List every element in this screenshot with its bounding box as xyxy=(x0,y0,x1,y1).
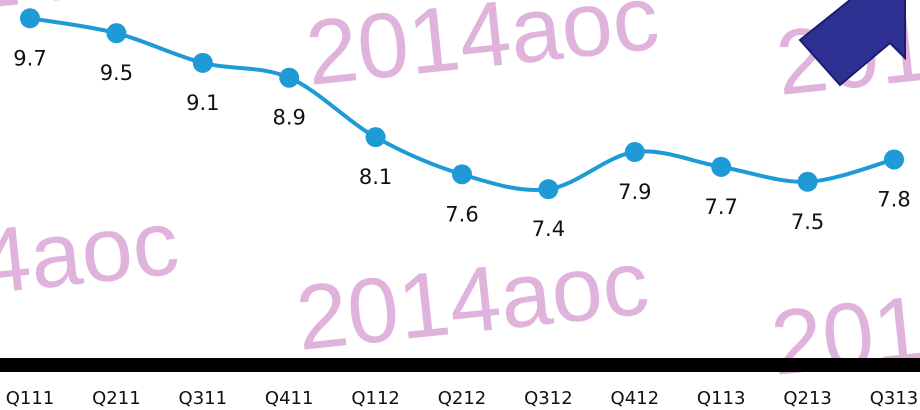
axis-bar xyxy=(0,358,920,372)
data-label: 7.9 xyxy=(618,180,651,204)
marker xyxy=(279,67,300,88)
x-tick-label: Q211 xyxy=(92,388,141,409)
x-tick-label: Q212 xyxy=(438,388,487,409)
marker xyxy=(452,164,472,185)
arrow-icon xyxy=(798,0,906,87)
x-tick-label: Q111 xyxy=(6,388,55,409)
x-tick-label: Q113 xyxy=(697,388,746,409)
data-label: 7.4 xyxy=(532,217,565,241)
marker xyxy=(538,179,559,200)
data-label: 7.8 xyxy=(877,187,910,211)
marker xyxy=(797,171,818,192)
marker xyxy=(624,142,645,163)
data-label: 9.5 xyxy=(100,61,133,85)
data-label: 8.1 xyxy=(359,165,392,189)
data-label: 9.7 xyxy=(13,46,46,70)
marker xyxy=(365,127,386,148)
x-tick-label: Q213 xyxy=(783,388,832,409)
x-tick-label: Q312 xyxy=(524,388,573,409)
watermark: 2014aoc xyxy=(0,192,183,330)
data-label: 8.9 xyxy=(272,106,305,130)
watermark: 2014aoc xyxy=(301,0,663,105)
marker xyxy=(106,23,127,44)
x-tick-label: Q311 xyxy=(179,388,228,409)
marker xyxy=(192,52,213,73)
x-tick-label: Q411 xyxy=(265,388,314,409)
marker xyxy=(884,149,904,170)
x-tick-label: Q112 xyxy=(351,388,400,409)
x-tick-label: Q412 xyxy=(611,388,660,409)
watermarks: 2014aoc 2014aoc 2014aoc 2014aoc 2014aoc … xyxy=(0,0,920,395)
watermark: 2014aoc xyxy=(291,232,653,370)
marker xyxy=(20,8,40,29)
data-label: 7.6 xyxy=(445,202,478,226)
watermark: 2014aoc xyxy=(766,257,920,395)
data-label: 9.1 xyxy=(186,91,219,115)
data-label: 7.7 xyxy=(704,195,737,219)
data-label: 7.5 xyxy=(791,210,824,234)
marker xyxy=(711,156,732,177)
x-tick-label: Q313 xyxy=(870,388,919,409)
